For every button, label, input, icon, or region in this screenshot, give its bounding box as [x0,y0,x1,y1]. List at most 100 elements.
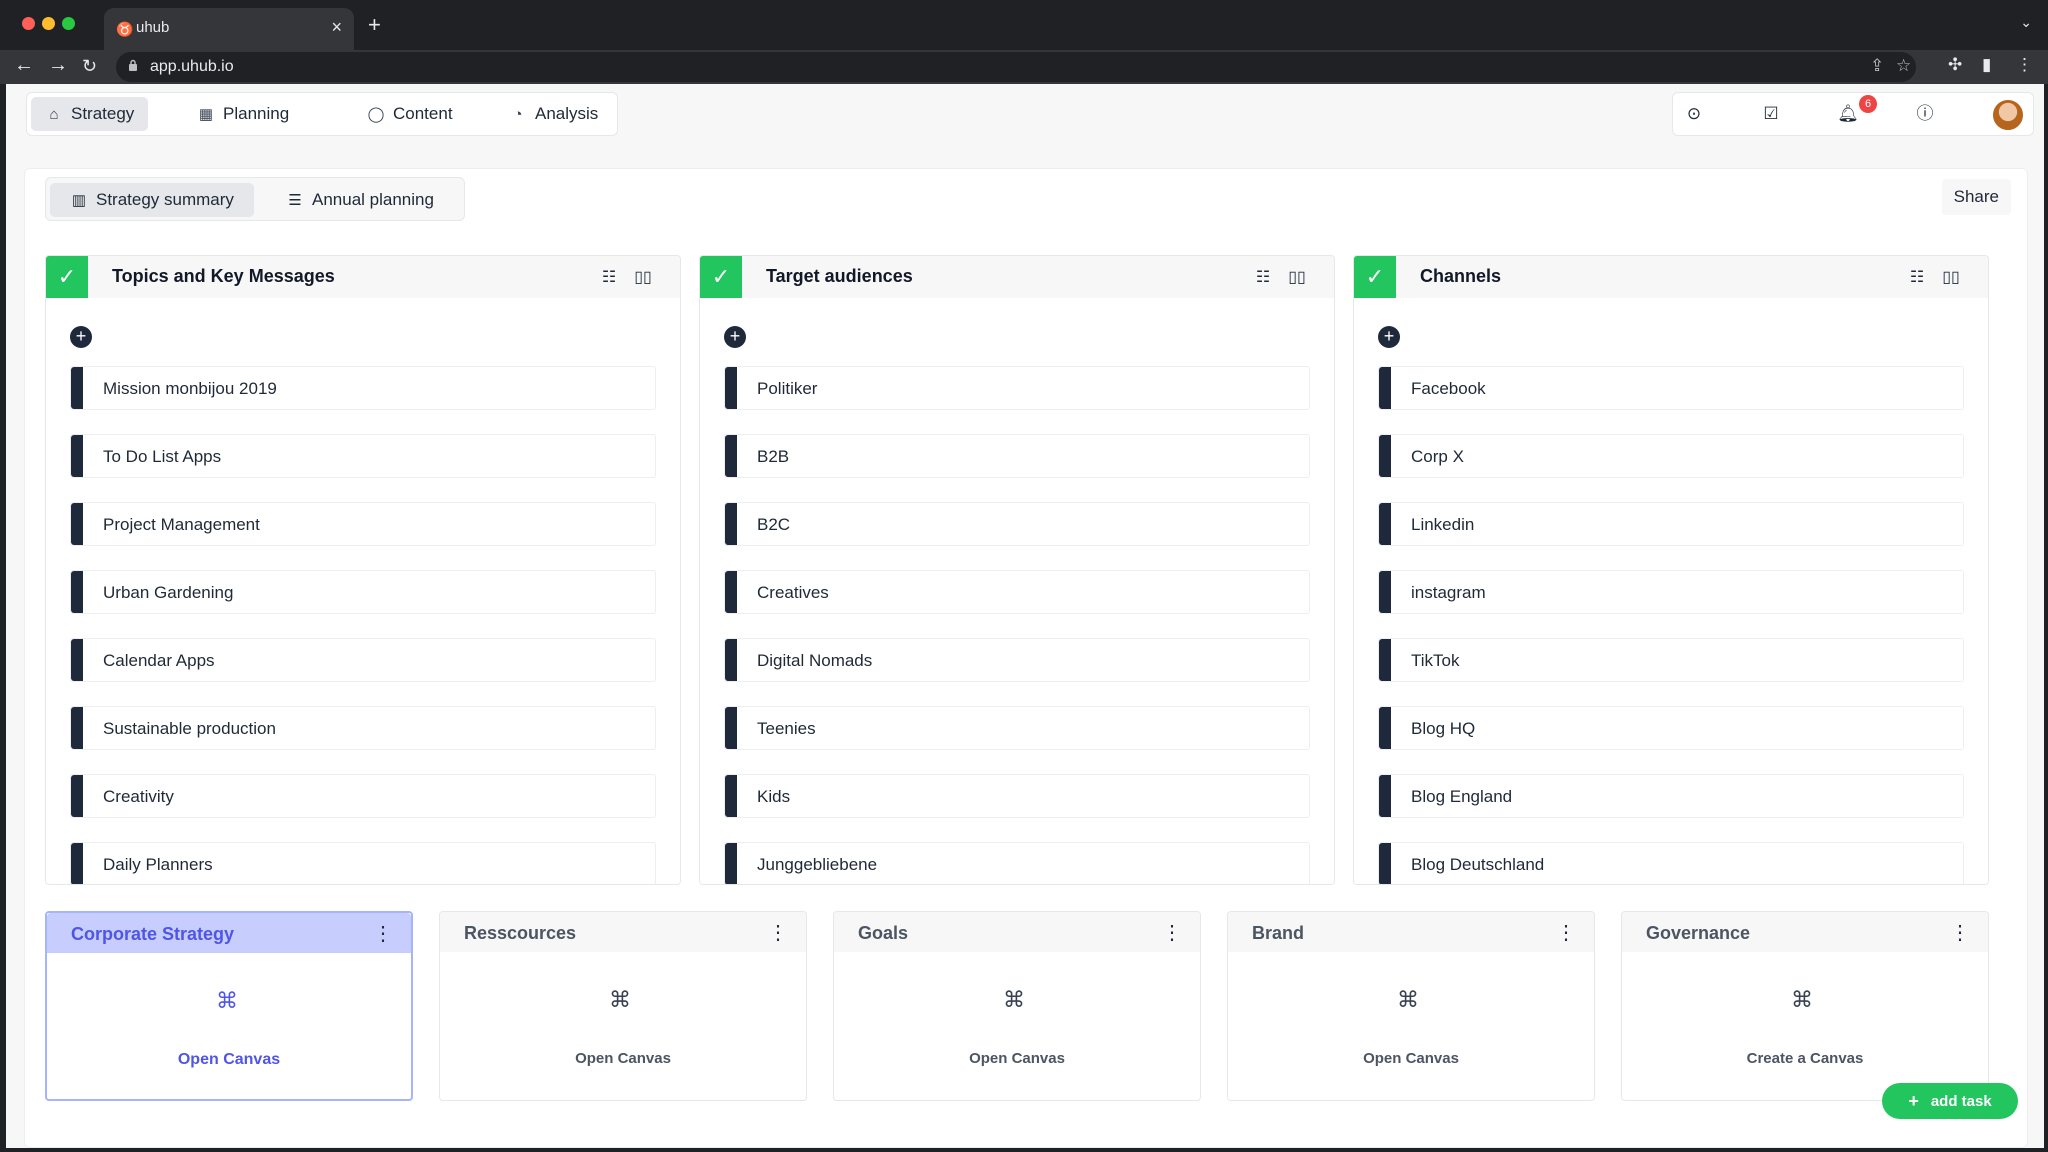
drag-handle[interactable] [1379,571,1391,613]
maximize-window-button[interactable] [62,17,75,30]
tasks-list-icon[interactable]: ☑ [1763,104,1779,123]
drag-handle[interactable] [725,707,737,749]
list-item[interactable]: Calendar Apps [70,638,656,682]
canvas-card-brand[interactable]: Brand ⋮ ⌘ Open Canvas [1227,911,1595,1101]
drag-handle[interactable] [71,707,83,749]
drag-handle[interactable] [71,503,83,545]
drag-handle[interactable] [1379,435,1391,477]
list-item[interactable]: Facebook [1378,366,1964,410]
list-item[interactable]: Digital Nomads [724,638,1310,682]
user-avatar[interactable] [1991,98,2025,132]
canvas-card-goals[interactable]: Goals ⋮ ⌘ Open Canvas [833,911,1201,1101]
list-item[interactable]: Urban Gardening [70,570,656,614]
list-item[interactable]: Creativity [70,774,656,818]
drag-handle[interactable] [725,639,737,681]
list-item[interactable]: Politiker [724,366,1310,410]
more-options-icon[interactable]: ⋮ [1556,922,1576,944]
browser-menu-icon[interactable]: ⋮ [2016,55,2033,74]
location-pin-icon[interactable]: ⊙ [1686,104,1702,123]
canvas-card-corporate-strategy[interactable]: Corporate Strategy ⋮ ⌘ Open Canvas [45,911,413,1101]
list-item[interactable]: Kids [724,774,1310,818]
list-item[interactable]: Project Management [70,502,656,546]
list-view-icon[interactable]: ☷ [1909,269,1925,286]
share-button[interactable]: Share [1941,179,2011,215]
help-icon[interactable]: ⓘ [1916,104,1934,123]
create-canvas-link[interactable]: Create a Canvas [1746,1050,1864,1067]
nav-strategy[interactable]: ⌂ Strategy [31,97,149,131]
canvas-card-resscources[interactable]: Resscources ⋮ ⌘ Open Canvas [439,911,807,1101]
list-item[interactable]: Blog Deutschland [1378,842,1964,884]
column-view-icon[interactable]: ▯▯ [634,269,652,286]
tab-annual-planning[interactable]: ☰ Annual planning [266,183,454,217]
browser-tab[interactable]: ♉ uhub × [104,8,354,50]
drag-handle[interactable] [71,571,83,613]
open-canvas-link[interactable]: Open Canvas [969,1050,1065,1067]
column-view-icon[interactable]: ▯▯ [1942,269,1960,286]
drag-handle[interactable] [71,639,83,681]
extensions-puzzle-icon[interactable]: ✣ [1948,55,1963,74]
more-options-icon[interactable]: ⋮ [373,923,393,945]
list-item[interactable]: Blog HQ [1378,706,1964,750]
open-canvas-link[interactable]: Open Canvas [575,1050,671,1067]
list-item[interactable]: Sustainable production [70,706,656,750]
list-view-icon[interactable]: ☷ [1255,269,1271,286]
list-item[interactable]: Teenies [724,706,1310,750]
close-window-button[interactable] [22,17,35,30]
more-options-icon[interactable]: ⋮ [1950,922,1970,944]
drag-handle[interactable] [71,775,83,817]
list-item[interactable]: Linkedin [1378,502,1964,546]
add-item-button[interactable]: + [70,326,92,348]
drag-handle[interactable] [725,503,737,545]
list-item[interactable]: Corp X [1378,434,1964,478]
address-bar[interactable]: app.uhub.io ⇪ ☆ [116,52,1916,82]
more-options-icon[interactable]: ⋮ [768,922,788,944]
open-canvas-link[interactable]: Open Canvas [177,1051,281,1068]
drag-handle[interactable] [725,775,737,817]
checkmark-icon[interactable]: ✓ [1354,256,1396,298]
reload-icon[interactable]: ↻ [82,56,98,76]
add-task-button[interactable]: + add task [1882,1083,2018,1119]
nav-content[interactable]: ◯ Content [353,97,467,131]
bookmark-star-icon[interactable]: ☆ [1896,56,1912,75]
tab-search-chevron-icon[interactable]: ⌄ [2020,14,2032,30]
list-item[interactable]: TikTok [1378,638,1964,682]
drag-handle[interactable] [725,367,737,409]
nav-analysis[interactable]: ◔ Analysis [495,97,612,131]
side-panel-icon[interactable]: ▮ [1982,55,1992,74]
list-item[interactable]: Junggebliebene [724,842,1310,884]
list-item[interactable]: Daily Planners [70,842,656,884]
nav-planning[interactable]: ▦ Planning [183,97,303,131]
drag-handle[interactable] [1379,367,1391,409]
minimize-window-button[interactable] [42,17,55,30]
back-icon[interactable]: ← [14,54,34,76]
open-canvas-link[interactable]: Open Canvas [1363,1050,1459,1067]
list-view-icon[interactable]: ☷ [601,269,617,286]
tab-strategy-summary[interactable]: ▥ Strategy summary [50,183,254,217]
list-item[interactable]: To Do List Apps [70,434,656,478]
list-item[interactable]: Creatives [724,570,1310,614]
list-item[interactable]: instagram [1378,570,1964,614]
add-item-button[interactable]: + [724,326,746,348]
share-page-icon[interactable]: ⇪ [1870,56,1885,75]
new-tab-icon[interactable]: + [368,12,381,37]
drag-handle[interactable] [1379,843,1391,884]
add-item-button[interactable]: + [1378,326,1400,348]
checkmark-icon[interactable]: ✓ [700,256,742,298]
drag-handle[interactable] [1379,707,1391,749]
drag-handle[interactable] [725,435,737,477]
drag-handle[interactable] [725,571,737,613]
list-item[interactable]: Mission monbijou 2019 [70,366,656,410]
forward-icon[interactable]: → [48,54,68,76]
drag-handle[interactable] [725,843,737,884]
drag-handle[interactable] [71,435,83,477]
drag-handle[interactable] [1379,503,1391,545]
list-item[interactable]: B2C [724,502,1310,546]
list-item[interactable]: Blog England [1378,774,1964,818]
drag-handle[interactable] [71,367,83,409]
list-item[interactable]: B2B [724,434,1310,478]
canvas-card-governance[interactable]: Governance ⋮ ⌘ Create a Canvas [1621,911,1989,1101]
drag-handle[interactable] [71,843,83,884]
close-tab-icon[interactable]: × [331,17,342,37]
notifications-bell-icon[interactable]: 🔔︎ [1837,104,1859,123]
drag-handle[interactable] [1379,639,1391,681]
